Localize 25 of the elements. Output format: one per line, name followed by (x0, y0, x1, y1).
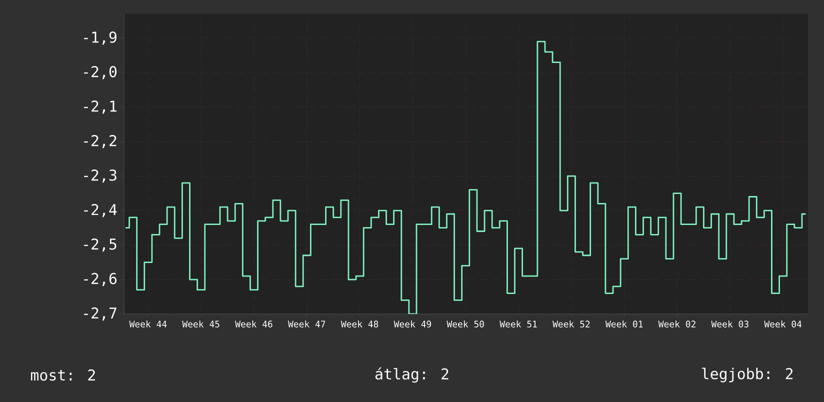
y-tick-label: -2,4 (84, 204, 117, 218)
x-tick-label: Week 52 (552, 320, 590, 328)
x-tick-label: Week 51 (500, 320, 537, 328)
y-tick-label: -2,5 (84, 238, 116, 252)
x-tick-label: Week 03 (711, 320, 748, 328)
text: átlag: 2 (375, 367, 448, 383)
x-tick-label: Week 01 (605, 320, 643, 328)
x-tick-label: Week 02 (658, 320, 696, 328)
x-tick-label: Week 46 (235, 320, 272, 328)
y-tick-label: -1,9 (84, 32, 116, 45)
x-tick-label: Week 04 (764, 320, 802, 328)
y-tick-label: -2,7 (84, 307, 116, 321)
y-tick-label: -2,3 (84, 169, 116, 183)
text: most: 2 (30, 369, 95, 381)
x-tick-label: Week 50 (446, 320, 484, 328)
x-tick-label: Week 49 (394, 320, 432, 328)
x-tick-label: Week 48 (340, 320, 378, 328)
x-tick-label: Week 44 (129, 320, 167, 328)
y-tick-label: -2,2 (84, 134, 116, 148)
x-tick-label: Week 47 (288, 320, 326, 328)
text: legjobb: 2 (702, 368, 793, 382)
y-tick-label: -2,1 (84, 100, 116, 114)
y-tick-label: -2,0 (84, 66, 116, 80)
x-tick-label: Week 45 (182, 320, 220, 328)
y-tick-label: -2,6 (84, 272, 116, 286)
